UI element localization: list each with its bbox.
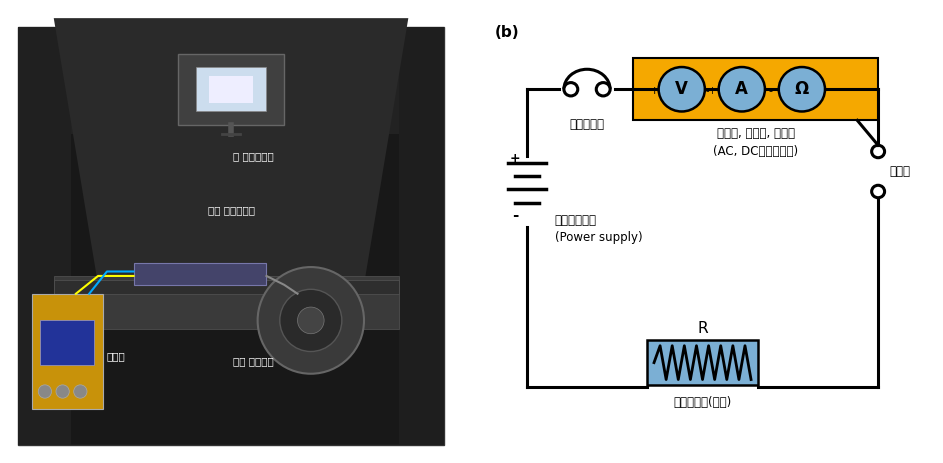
Text: -: - [512, 208, 519, 224]
Bar [178, 54, 284, 125]
FancyBboxPatch shape [634, 58, 878, 120]
Circle shape [596, 82, 610, 96]
Bar [195, 67, 267, 112]
Text: -: - [769, 87, 773, 96]
Bar [18, 27, 444, 134]
Bar [209, 76, 253, 103]
Text: 누전차단기: 누전차단기 [570, 118, 604, 131]
Text: Ω: Ω [795, 80, 809, 98]
Circle shape [298, 307, 324, 334]
FancyBboxPatch shape [647, 340, 758, 385]
Bar [54, 276, 400, 329]
Bar [18, 27, 72, 445]
Text: 면상발열체(저항): 면상발열체(저항) [673, 396, 732, 409]
Circle shape [658, 67, 704, 112]
Circle shape [39, 385, 52, 398]
Text: V: V [675, 80, 688, 98]
Text: A: A [736, 80, 748, 98]
Circle shape [871, 145, 885, 158]
Text: R: R [697, 321, 708, 336]
Text: (AC, DC공통측정기): (AC, DC공통측정기) [713, 145, 798, 158]
Text: +: + [510, 152, 521, 165]
Text: 측정기: 측정기 [107, 351, 125, 361]
Circle shape [280, 289, 342, 351]
Bar [32, 294, 103, 409]
Text: (Power supply): (Power supply) [554, 232, 642, 244]
Circle shape [871, 185, 885, 198]
Text: 열 화상카메라: 열 화상카메라 [233, 151, 273, 162]
Text: (b): (b) [495, 25, 520, 40]
Text: 스위치: 스위치 [889, 165, 911, 178]
Circle shape [74, 385, 87, 398]
Text: 나노 면상발열체: 나노 면상발열체 [207, 205, 255, 215]
Text: -+: -+ [705, 87, 717, 96]
Circle shape [779, 67, 825, 112]
Circle shape [719, 67, 765, 112]
Bar [54, 281, 400, 294]
Text: +: + [650, 87, 659, 96]
Circle shape [564, 82, 578, 96]
Text: 전압계, 전류계, 저항계: 전압계, 전류계, 저항계 [717, 127, 795, 140]
Bar [41, 320, 93, 365]
Circle shape [56, 385, 69, 398]
Circle shape [257, 267, 364, 374]
Text: 전원공급장치: 전원공급장치 [554, 214, 597, 227]
Polygon shape [54, 18, 408, 285]
Bar [400, 27, 444, 445]
Text: 전원 공급장치: 전원 공급장치 [233, 356, 273, 366]
Bar [134, 263, 267, 285]
